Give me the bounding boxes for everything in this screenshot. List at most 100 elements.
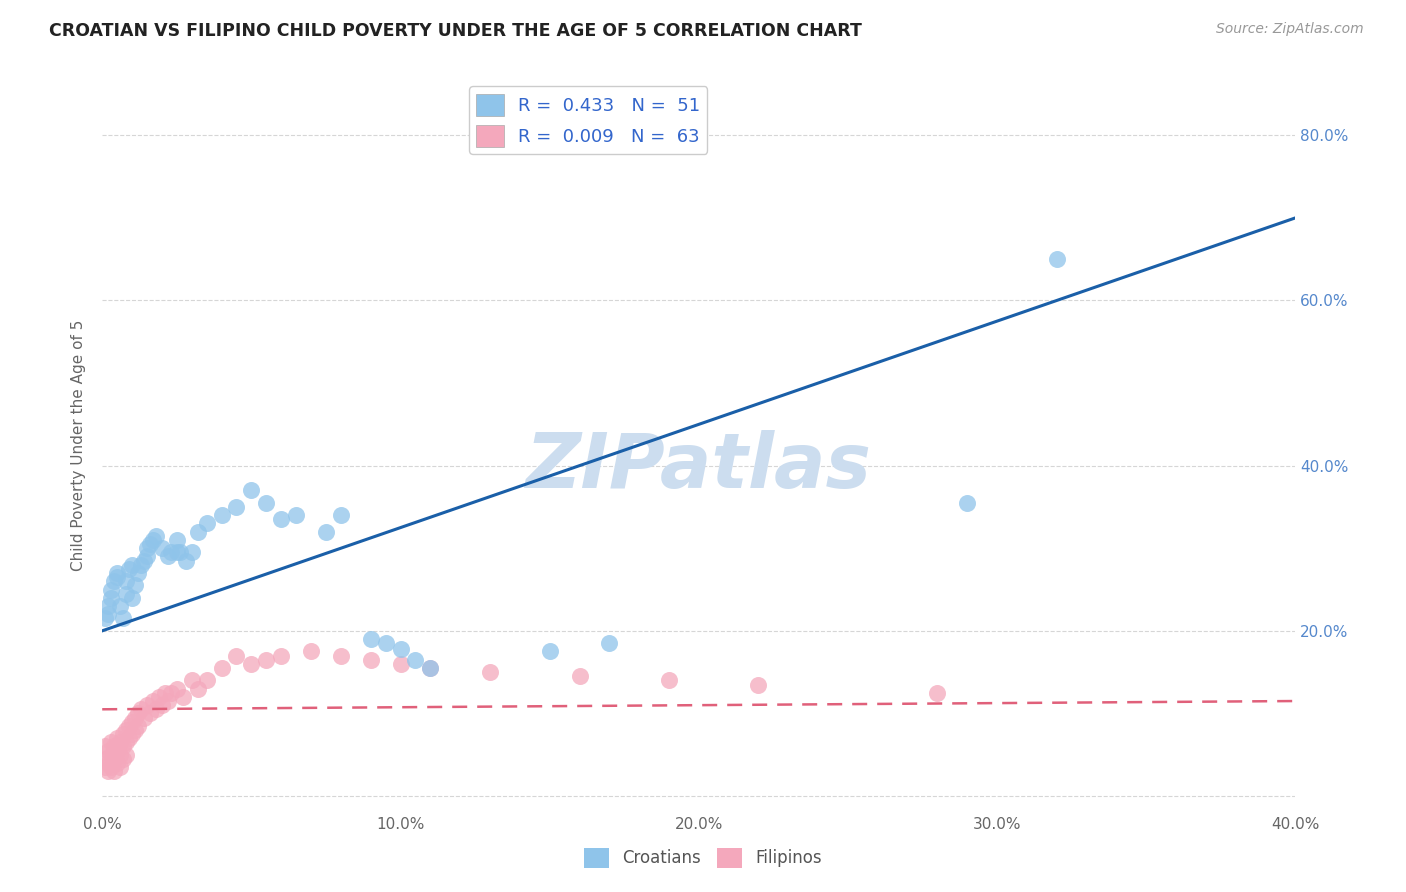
Point — [195, 516, 218, 531]
Point — [97, 607, 120, 622]
Point — [115, 747, 138, 762]
Point — [100, 735, 122, 749]
Point — [115, 574, 138, 589]
Point — [139, 537, 162, 551]
Point — [166, 681, 188, 696]
Text: ZIPatlas: ZIPatlas — [526, 430, 872, 504]
Point — [389, 657, 412, 671]
Point — [315, 524, 337, 539]
Y-axis label: Child Poverty Under the Age of 5: Child Poverty Under the Age of 5 — [72, 319, 86, 571]
Point — [129, 702, 152, 716]
Point — [108, 760, 131, 774]
Point — [121, 558, 143, 572]
Point — [956, 496, 979, 510]
Point — [145, 529, 167, 543]
Point — [419, 661, 441, 675]
Point — [115, 587, 138, 601]
Point — [285, 508, 308, 523]
Point — [270, 648, 292, 663]
Point — [121, 727, 143, 741]
Point — [112, 611, 135, 625]
Point — [94, 760, 117, 774]
Point — [187, 681, 209, 696]
Point — [148, 690, 170, 704]
Point — [404, 653, 426, 667]
Point — [927, 686, 949, 700]
Point — [103, 752, 125, 766]
Text: Source: ZipAtlas.com: Source: ZipAtlas.com — [1216, 22, 1364, 37]
Point — [105, 731, 128, 746]
Point — [103, 739, 125, 754]
Point — [145, 702, 167, 716]
Point — [270, 512, 292, 526]
Point — [105, 570, 128, 584]
Point — [127, 566, 149, 580]
Point — [658, 673, 681, 688]
Point — [747, 677, 769, 691]
Point — [112, 727, 135, 741]
Point — [240, 483, 263, 498]
Point — [112, 739, 135, 754]
Point — [105, 743, 128, 757]
Point — [97, 764, 120, 779]
Point — [211, 661, 233, 675]
Point — [100, 747, 122, 762]
Point — [124, 710, 146, 724]
Point — [166, 545, 188, 559]
Point — [94, 611, 117, 625]
Point — [360, 653, 382, 667]
Point — [97, 756, 120, 770]
Point — [94, 752, 117, 766]
Point — [121, 591, 143, 605]
Point — [195, 673, 218, 688]
Point — [97, 743, 120, 757]
Point — [108, 735, 131, 749]
Point — [156, 549, 179, 564]
Point — [225, 500, 247, 514]
Point — [97, 599, 120, 613]
Point — [108, 599, 131, 613]
Point — [100, 582, 122, 597]
Point — [115, 735, 138, 749]
Point — [153, 686, 176, 700]
Point — [118, 731, 141, 746]
Point — [180, 673, 202, 688]
Point — [240, 657, 263, 671]
Point — [142, 533, 165, 547]
Point — [150, 698, 173, 713]
Point — [568, 669, 591, 683]
Point — [419, 661, 441, 675]
Point — [132, 554, 155, 568]
Point — [115, 723, 138, 737]
Point — [127, 719, 149, 733]
Point — [136, 549, 159, 564]
Point — [127, 706, 149, 721]
Point — [136, 541, 159, 556]
Point — [100, 591, 122, 605]
Point — [121, 714, 143, 729]
Point — [374, 636, 396, 650]
Point — [159, 686, 181, 700]
Point — [103, 574, 125, 589]
Point — [174, 554, 197, 568]
Point — [142, 694, 165, 708]
Point — [118, 562, 141, 576]
Point — [112, 752, 135, 766]
Point — [299, 644, 322, 658]
Point — [124, 723, 146, 737]
Point — [124, 578, 146, 592]
Point — [479, 665, 502, 680]
Point — [108, 747, 131, 762]
Point — [156, 694, 179, 708]
Point — [254, 653, 277, 667]
Point — [389, 642, 412, 657]
Legend: Croatians, Filipinos: Croatians, Filipinos — [576, 841, 830, 875]
Point — [100, 760, 122, 774]
Legend: R =  0.433   N =  51, R =  0.009   N =  63: R = 0.433 N = 51, R = 0.009 N = 63 — [470, 87, 707, 154]
Point — [254, 496, 277, 510]
Point — [169, 545, 191, 559]
Point — [103, 764, 125, 779]
Point — [132, 710, 155, 724]
Point — [166, 533, 188, 547]
Point — [538, 644, 561, 658]
